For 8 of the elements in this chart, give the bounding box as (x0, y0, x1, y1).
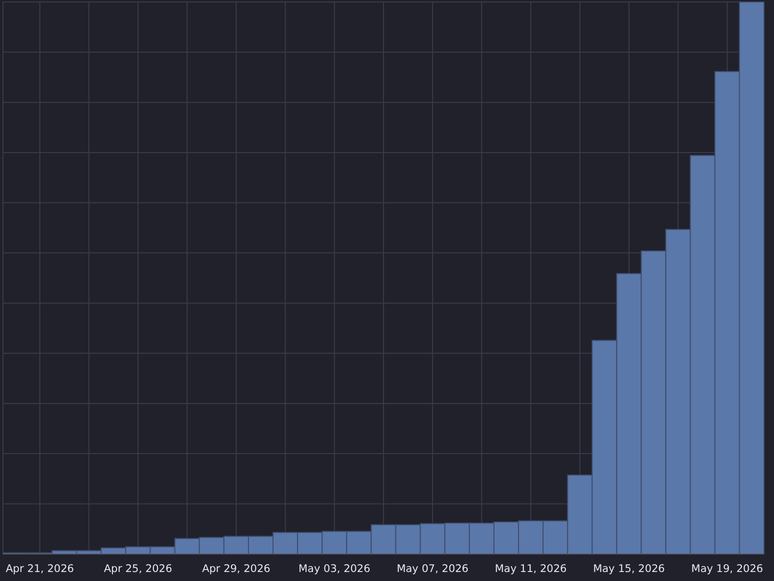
x-tick-label: May 15, 2026 (593, 563, 666, 575)
x-tick-label: Apr 29, 2026 (202, 563, 271, 575)
x-tick-label: May 07, 2026 (396, 563, 469, 575)
x-tick-label: May 11, 2026 (494, 563, 568, 575)
x-tick-label: Apr 25, 2026 (104, 563, 172, 575)
x-tick-label: May 03, 2026 (298, 563, 371, 575)
x-tick-label: Apr 21, 2026 (6, 563, 74, 575)
x-tick-label: May 19, 2026 (691, 563, 764, 575)
